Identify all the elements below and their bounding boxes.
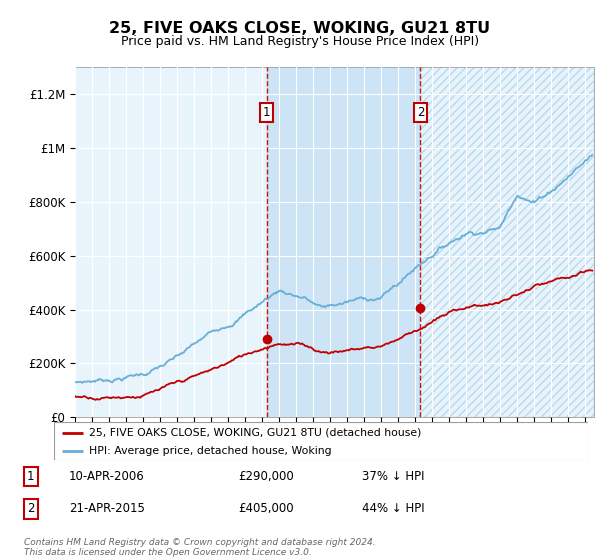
Text: 21-APR-2015: 21-APR-2015 bbox=[69, 502, 145, 515]
Text: £290,000: £290,000 bbox=[238, 470, 294, 483]
Text: 44% ↓ HPI: 44% ↓ HPI bbox=[362, 502, 425, 515]
Text: Price paid vs. HM Land Registry's House Price Index (HPI): Price paid vs. HM Land Registry's House … bbox=[121, 35, 479, 48]
Bar bbox=[267, 67, 421, 417]
Text: Contains HM Land Registry data © Crown copyright and database right 2024.
This d: Contains HM Land Registry data © Crown c… bbox=[24, 538, 376, 557]
Text: 2: 2 bbox=[27, 502, 35, 515]
Text: 2: 2 bbox=[416, 106, 424, 119]
Text: HPI: Average price, detached house, Woking: HPI: Average price, detached house, Woki… bbox=[89, 446, 331, 456]
Text: 37% ↓ HPI: 37% ↓ HPI bbox=[362, 470, 425, 483]
Text: 1: 1 bbox=[27, 470, 35, 483]
Bar bbox=[421, 67, 594, 417]
Text: 1: 1 bbox=[263, 106, 271, 119]
Text: £405,000: £405,000 bbox=[238, 502, 294, 515]
Text: 25, FIVE OAKS CLOSE, WOKING, GU21 8TU (detached house): 25, FIVE OAKS CLOSE, WOKING, GU21 8TU (d… bbox=[89, 428, 421, 438]
Text: 25, FIVE OAKS CLOSE, WOKING, GU21 8TU: 25, FIVE OAKS CLOSE, WOKING, GU21 8TU bbox=[109, 21, 491, 36]
Text: 10-APR-2006: 10-APR-2006 bbox=[69, 470, 145, 483]
